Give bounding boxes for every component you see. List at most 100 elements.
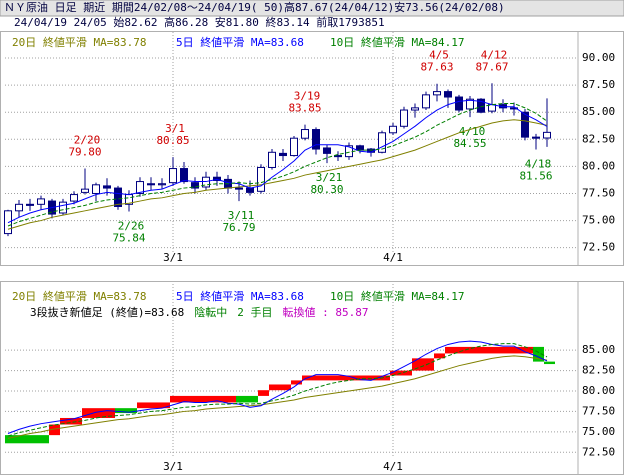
candle-body [334, 155, 342, 158]
annotation-date: 2/26 [118, 219, 145, 232]
brick [82, 408, 115, 418]
candle-body [444, 91, 452, 98]
y-tick-label: 87.50 [582, 78, 615, 91]
y-tick-label: 72.50 [582, 241, 615, 254]
candle-body [455, 96, 463, 111]
y-tick-label: 90.00 [582, 51, 615, 64]
candle-body [279, 152, 287, 157]
annotation-value: 80.30 [310, 183, 343, 196]
brick [115, 408, 137, 414]
candle-body [521, 111, 529, 138]
brick [533, 346, 544, 362]
candle-body [433, 91, 441, 96]
ma-line [7, 343, 548, 437]
info-text: 転換値 : 85.87 [282, 306, 368, 319]
candle-body [136, 181, 144, 194]
candle-body [389, 125, 397, 134]
annotation-date: 4/12 [481, 48, 508, 61]
candle-body [202, 176, 210, 188]
y-tick-label: 80.00 [582, 384, 615, 397]
y-tick-label: 82.50 [582, 132, 615, 145]
annotation-date: 3/11 [228, 209, 255, 222]
y-tick-label: 75.00 [582, 214, 615, 227]
brick [269, 384, 291, 391]
legend-entry: 20日 終値平滑 MA=83.78 [12, 289, 146, 303]
x-tick-label: 4/1 [383, 251, 403, 264]
brick [445, 346, 533, 354]
x-tick-label: 3/1 [163, 251, 183, 264]
annotation-value: 83.85 [288, 102, 321, 115]
candle-body [290, 137, 298, 157]
candle-body [400, 109, 408, 127]
brick [544, 361, 555, 365]
candle-body [246, 187, 254, 193]
candle-body [15, 203, 23, 212]
info-text: 3段抜き新値足 (終値)=83.68 [30, 305, 184, 319]
candle-body [92, 184, 100, 194]
candle-body [213, 176, 221, 181]
candle-body [268, 151, 276, 168]
candle-body [422, 94, 430, 109]
candle-body [543, 131, 551, 139]
ma-line [7, 103, 548, 227]
candle-body [235, 187, 243, 190]
brick [5, 435, 49, 444]
y-tick-label: 77.50 [582, 404, 615, 417]
annotation-value: 75.84 [112, 231, 145, 244]
header-line2: 24/04/19 24/05 始82.62 高86.28 安81.80 終83.… [14, 15, 385, 29]
y-tick-label: 82.50 [582, 364, 615, 377]
legend-entry: 5日 終値平滑 MA=83.68 [176, 289, 304, 303]
candle-body [191, 182, 199, 189]
annotation-value: 76.79 [222, 221, 255, 234]
ma-line [7, 340, 548, 434]
annotation-value: 79.80 [68, 146, 101, 159]
annotation-value: 87.67 [475, 60, 508, 73]
candle-body [323, 147, 331, 154]
candle-body [59, 201, 67, 214]
candle-body [510, 107, 518, 110]
brick [291, 380, 302, 385]
annotation-date: 4/5 [429, 49, 449, 62]
annotation-date: 4/10 [459, 125, 486, 138]
candle-body [147, 183, 155, 186]
ma-line [7, 99, 548, 224]
y-tick-label: 80.00 [582, 159, 615, 172]
annotation-date: 4/18 [525, 157, 552, 170]
info-text: 陰転中 [194, 305, 227, 319]
legend-entry: 10日 終値平滑 MA=84.17 [330, 35, 464, 49]
x-tick-label: 3/1 [163, 460, 183, 473]
legend-entry: 20日 終値平滑 MA=83.78 [12, 35, 146, 49]
candle-body [301, 129, 309, 139]
candle-body [477, 98, 485, 113]
annotation-date: 2/20 [74, 134, 101, 147]
brick [137, 402, 170, 409]
candle-body [103, 185, 111, 189]
annotation-value: 80.85 [156, 134, 189, 147]
candle-body [114, 187, 122, 207]
candle-body [158, 183, 166, 186]
brick [60, 417, 82, 425]
header-bar [0, 0, 624, 17]
header-line1: ＮＹ原油 日足 期近 期間24/02/08～24/04/19( 50)高87.6… [4, 0, 505, 14]
candle-body [26, 203, 34, 206]
candle-body [70, 194, 78, 202]
candle-body [37, 198, 45, 205]
brick [49, 424, 60, 436]
annotation-value: 81.56 [519, 169, 552, 182]
annotation-date: 3/19 [294, 90, 321, 103]
brick [236, 395, 258, 403]
annotation-date: 3/1 [165, 122, 185, 135]
ma-line [7, 119, 548, 230]
ma-line [7, 355, 548, 439]
info-text: 2 手目 [237, 305, 272, 319]
candle-body [378, 132, 386, 153]
brick [434, 353, 445, 359]
candle-body [257, 166, 265, 192]
brick [170, 395, 236, 403]
candle-body [411, 107, 419, 111]
y-tick-label: 77.50 [582, 186, 615, 199]
y-tick-label: 72.50 [582, 445, 615, 458]
brick [302, 375, 390, 381]
